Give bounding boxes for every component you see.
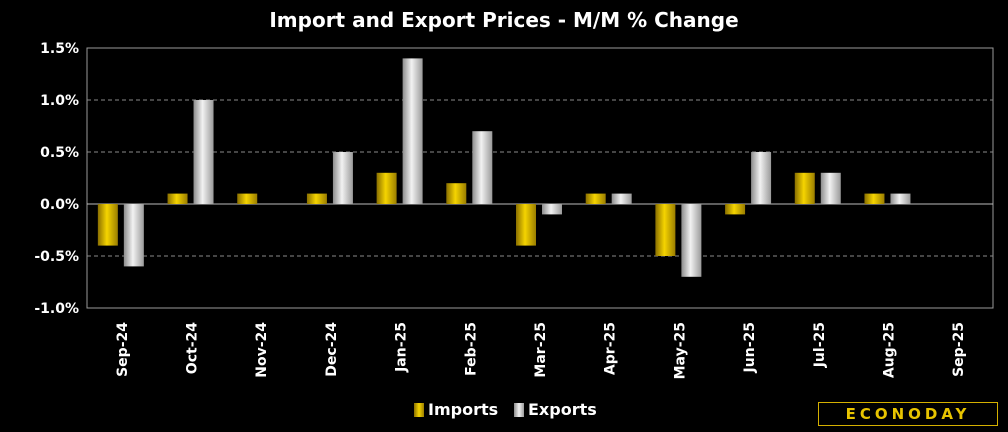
x-tick-label: Mar-25 [533,322,549,378]
bar-exports-jun-25 [751,152,772,204]
legend-swatch-imports [414,402,424,417]
x-tick-label: Dec-24 [324,322,340,377]
bar-imports-jun-25 [725,204,746,215]
bar-imports-jul-25 [794,172,815,204]
x-tick-label: Oct-24 [185,322,201,374]
x-tick-label: Jun-25 [742,322,758,373]
x-tick-label: Feb-25 [463,322,479,376]
bar-imports-nov-24 [237,193,258,204]
bar-imports-aug-25 [864,193,885,204]
logo-text: ECONODAY [845,405,971,423]
bar-imports-mar-25 [516,204,536,246]
y-tick-label: 0.0% [40,197,79,213]
x-tick-label: Sep-25 [951,322,967,377]
econoday-logo: ECONODAY [818,402,998,426]
bar-exports-sep-24 [123,204,144,267]
y-tick-label: 0.5% [40,145,79,161]
bar-exports-feb-25 [472,131,493,204]
x-tick-label: Aug-25 [881,322,897,378]
bar-imports-may-25 [655,204,676,256]
x-tick-label: Apr-25 [603,322,619,375]
bar-exports-mar-25 [542,204,562,215]
bar-exports-apr-25 [611,193,632,204]
bar-exports-jan-25 [402,58,423,205]
bar-exports-jul-25 [820,172,841,204]
x-tick-label: Jul-25 [812,322,828,368]
legend-swatch-exports [514,402,524,417]
legend-label-imports: Imports [428,400,499,419]
bar-imports-dec-24 [306,193,327,204]
x-tick-label: Nov-24 [254,322,270,378]
x-tick-label: May-25 [672,322,688,379]
bar-imports-apr-25 [585,193,606,204]
bar-exports-may-25 [681,204,702,277]
legend-label-exports: Exports [528,400,597,419]
bar-imports-feb-25 [446,183,467,204]
bar-exports-oct-24 [193,100,214,204]
y-tick-label: 1.5% [40,41,79,57]
bar-imports-oct-24 [167,193,188,204]
legend: Imports Exports [0,400,1008,424]
bar-imports-jan-25 [376,172,397,204]
bar-exports-dec-24 [332,152,353,204]
y-tick-label: -0.5% [34,249,79,265]
legend-item-imports: Imports [414,400,498,419]
legend-item-exports: Exports [514,400,597,419]
x-tick-label: Jan-25 [394,322,410,373]
chart-title: Import and Export Prices - M/M % Change [269,8,739,32]
bar-imports-sep-24 [97,204,118,246]
y-tick-label: 1.0% [40,93,79,109]
y-tick-label: -1.0% [34,301,79,317]
plot-frame [86,47,994,309]
x-tick-label: Sep-24 [115,322,131,377]
bar-exports-aug-25 [890,193,911,204]
bar-chart: 1.5% 1.0% 0.5% 0.0% -0.5% -1.0% Sep-24 Oct-24 No… [34,41,994,379]
